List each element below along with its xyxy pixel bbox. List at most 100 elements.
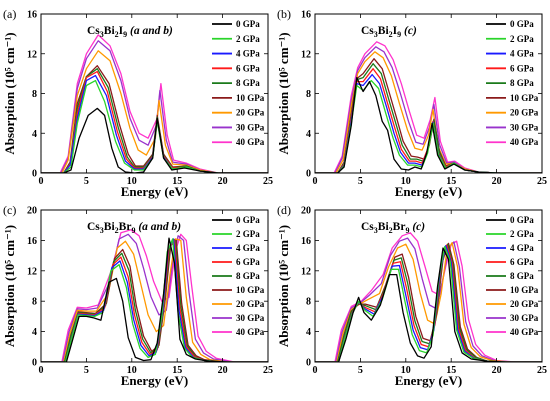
y-axis-label: Absorption (10⁵ cm⁻¹) bbox=[2, 225, 17, 347]
legend-label: 40 GPa bbox=[510, 137, 539, 147]
y-tick-label: 4 bbox=[306, 327, 311, 338]
legend-label: 2 GPa bbox=[236, 34, 260, 44]
legend-label: 6 GPa bbox=[236, 63, 260, 73]
legend: 0 GPa 2 GPa 4 GPa 6 GPa 8 GPa 10 GPa 20 GPa 30 … bbox=[212, 19, 265, 147]
legend-label: 6 GPa bbox=[510, 63, 534, 73]
legend-label: 30 GPa bbox=[510, 122, 539, 132]
series-line-0gpa bbox=[315, 247, 542, 362]
x-tick-label: 15 bbox=[446, 176, 456, 187]
x-tick-label: 25 bbox=[263, 176, 273, 187]
x-tick-label: 20 bbox=[492, 365, 502, 376]
series-line-10gpa bbox=[41, 239, 268, 362]
legend-label: 10 GPa bbox=[236, 285, 265, 295]
series-line-40gpa bbox=[41, 34, 268, 173]
legend-label: 40 GPa bbox=[236, 327, 265, 337]
x-tick-label: 5 bbox=[358, 176, 363, 187]
x-tick-label: 10 bbox=[127, 365, 137, 376]
panel-title: Cs3Bi2I9 (a and b) bbox=[87, 25, 173, 39]
panel-letter: (d) bbox=[277, 203, 291, 217]
panel-title: Cs3Bi2Br9 (c) bbox=[361, 221, 425, 235]
y-tick-label: 20 bbox=[27, 206, 37, 217]
x-tick-label: 10 bbox=[401, 176, 411, 187]
legend-label: 4 GPa bbox=[510, 49, 534, 59]
series-line-2gpa bbox=[315, 245, 542, 362]
y-tick-label: 12 bbox=[27, 49, 37, 60]
panel-1: 0 5 10 15 20 25 0 4 8 12 16 Energy (eV) Absorption (… bbox=[2, 7, 273, 199]
y-tick-label: 0 bbox=[306, 169, 311, 180]
y-axis-label: Absorption (10⁵ cm⁻¹) bbox=[276, 225, 291, 347]
series-line-10gpa bbox=[41, 65, 268, 173]
legend-label: 30 GPa bbox=[510, 313, 539, 323]
series-group bbox=[315, 232, 542, 362]
series-line-40gpa bbox=[41, 229, 268, 362]
y-tick-label: 12 bbox=[301, 266, 311, 277]
legend-label: 10 GPa bbox=[510, 285, 539, 295]
legend-label: 0 GPa bbox=[510, 19, 534, 29]
legend-label: 2 GPa bbox=[510, 34, 534, 44]
panel-letter: (c) bbox=[3, 203, 16, 217]
series-line-40gpa bbox=[315, 41, 542, 173]
x-tick-label: 10 bbox=[127, 176, 137, 187]
legend-label: 40 GPa bbox=[510, 327, 539, 337]
y-tick-label: 0 bbox=[32, 358, 37, 369]
series-line-30gpa bbox=[41, 40, 268, 173]
legend-label: 10 GPa bbox=[236, 93, 265, 103]
x-tick-label: 5 bbox=[358, 365, 363, 376]
x-tick-label: 15 bbox=[172, 176, 182, 187]
series-line-2gpa bbox=[41, 79, 268, 173]
series-line-4gpa bbox=[41, 238, 268, 362]
y-tick-label: 0 bbox=[32, 169, 37, 180]
legend-label: 2 GPa bbox=[510, 229, 534, 239]
legend-label: 30 GPa bbox=[236, 313, 265, 323]
legend-label: 8 GPa bbox=[510, 271, 534, 281]
panel-4: 0 5 10 15 20 25 0 4 8 12 16 20 Energy (eV) Absorption… bbox=[276, 203, 547, 388]
legend-label: 8 GPa bbox=[236, 78, 260, 88]
series-line-40gpa bbox=[315, 232, 542, 362]
x-axis-label: Energy (eV) bbox=[395, 373, 463, 388]
panel-title: Cs3Bi2Br9 (a and b) bbox=[87, 221, 181, 235]
y-tick-label: 8 bbox=[306, 89, 311, 100]
y-tick-label: 8 bbox=[32, 297, 37, 308]
legend-label: 20 GPa bbox=[236, 108, 265, 118]
y-tick-label: 16 bbox=[27, 10, 37, 21]
legend: 0 GPa 2 GPa 4 GPa 6 GPa 8 GPa 10 GPa 20 GPa 30 … bbox=[486, 19, 539, 147]
legend-label: 20 GPa bbox=[510, 108, 539, 118]
legend-label: 0 GPa bbox=[510, 215, 534, 225]
y-tick-label: 8 bbox=[32, 89, 37, 100]
plot-frame bbox=[40, 13, 269, 174]
legend-label: 20 GPa bbox=[510, 299, 539, 309]
x-tick-label: 25 bbox=[537, 365, 547, 376]
legend-label: 4 GPa bbox=[510, 243, 534, 253]
series-line-0gpa bbox=[41, 237, 268, 362]
legend-label: 40 GPa bbox=[236, 137, 265, 147]
x-tick-label: 0 bbox=[39, 176, 44, 187]
legend-label: 0 GPa bbox=[236, 215, 260, 225]
x-tick-label: 0 bbox=[313, 365, 318, 376]
y-tick-label: 16 bbox=[27, 236, 37, 247]
y-tick-label: 4 bbox=[32, 129, 37, 140]
legend-label: 2 GPa bbox=[236, 229, 260, 239]
y-axis-label: Absorption (10⁵ cm⁻¹) bbox=[276, 32, 291, 154]
series-line-30gpa bbox=[41, 233, 268, 362]
y-tick-label: 16 bbox=[301, 10, 311, 21]
series-line-8gpa bbox=[41, 239, 268, 362]
panel-letter: (b) bbox=[277, 7, 291, 21]
series-group bbox=[315, 41, 542, 173]
x-tick-label: 15 bbox=[172, 365, 182, 376]
legend-label: 8 GPa bbox=[236, 271, 260, 281]
legend-label: 30 GPa bbox=[236, 122, 265, 132]
legend-label: 20 GPa bbox=[236, 299, 265, 309]
x-tick-label: 15 bbox=[446, 365, 456, 376]
legend-label: 4 GPa bbox=[236, 49, 260, 59]
x-tick-label: 10 bbox=[401, 365, 411, 376]
panel-letter: (a) bbox=[3, 7, 16, 21]
x-axis-label: Energy (eV) bbox=[121, 184, 189, 199]
y-tick-label: 16 bbox=[301, 236, 311, 247]
panel-3: 0 5 10 15 20 25 0 4 8 12 16 20 Energy (eV) Absorption… bbox=[2, 203, 273, 388]
y-tick-label: 12 bbox=[27, 266, 37, 277]
series-line-20gpa bbox=[41, 50, 268, 173]
plot-frame bbox=[40, 209, 269, 363]
y-tick-label: 8 bbox=[306, 297, 311, 308]
plot-frame bbox=[314, 209, 543, 363]
